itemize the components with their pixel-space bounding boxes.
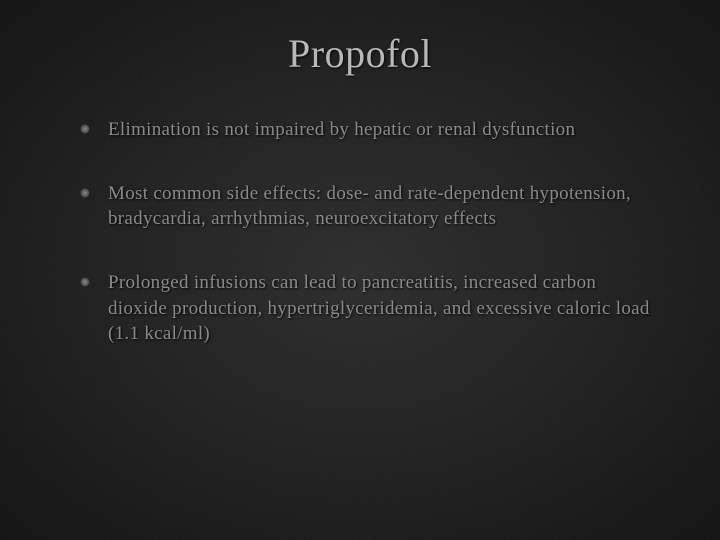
slide-title: Propofol — [60, 30, 660, 77]
list-item: Elimination is not impaired by hepatic o… — [80, 117, 660, 143]
slide-container: Propofol Elimination is not impaired by … — [0, 0, 720, 540]
list-item: Most common side effects: dose- and rate… — [80, 181, 660, 232]
list-item: Prolonged infusions can lead to pancreat… — [80, 270, 660, 347]
bullet-list: Elimination is not impaired by hepatic o… — [60, 117, 660, 347]
